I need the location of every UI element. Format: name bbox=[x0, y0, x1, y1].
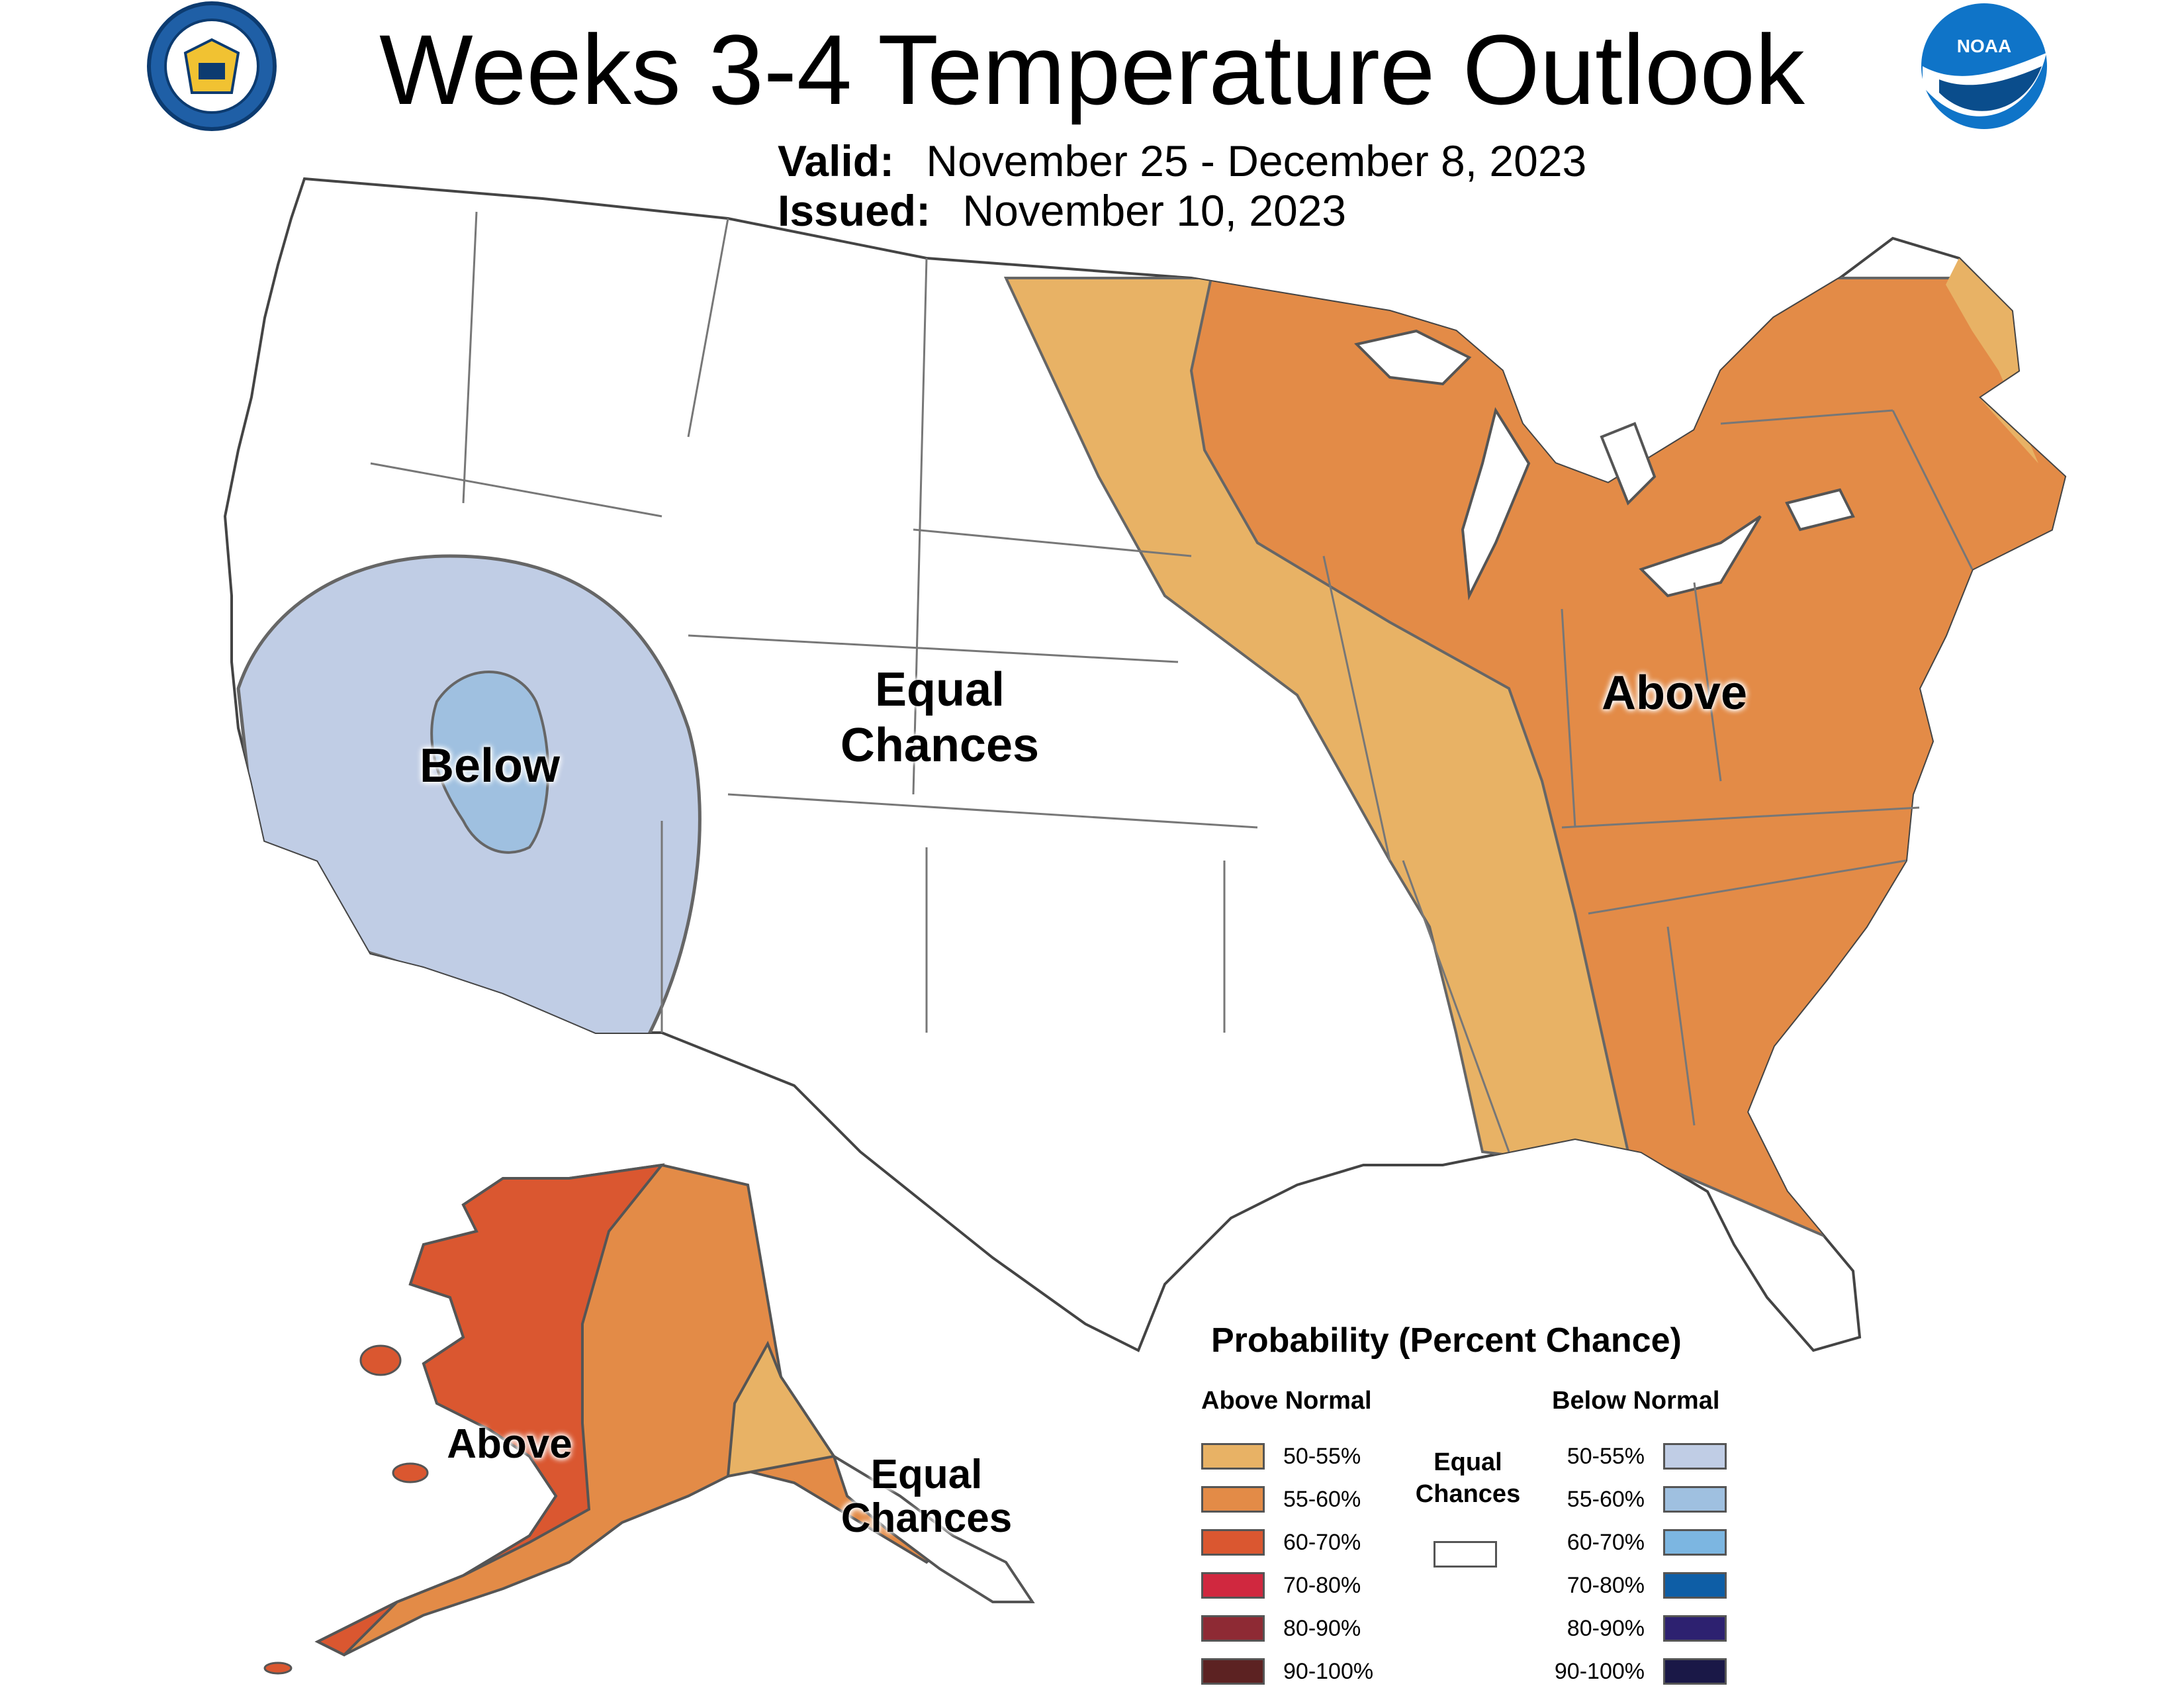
legend-above-label: 55-60% bbox=[1283, 1486, 1361, 1512]
alaska-above-60-70-area bbox=[314, 1163, 665, 1657]
region-label-west-below: Below bbox=[419, 739, 561, 792]
legend-below-item: 90-100% bbox=[1545, 1656, 1727, 1687]
legend-below-swatch bbox=[1663, 1486, 1727, 1513]
west-below-55-60-area bbox=[430, 671, 550, 854]
valid-dates: November 25 - December 8, 2023 bbox=[926, 136, 1587, 185]
legend-above-swatch bbox=[1201, 1658, 1265, 1685]
legend-below-item: 70-80% bbox=[1545, 1570, 1727, 1601]
legend-above-item: 90-100% bbox=[1201, 1656, 1373, 1687]
legend-below-item: 50-55% bbox=[1545, 1441, 1727, 1472]
legend-below-label: 80-90% bbox=[1567, 1615, 1645, 1641]
legend-above-item: 60-70% bbox=[1201, 1527, 1361, 1558]
legend-equal-chances-swatch bbox=[1433, 1541, 1497, 1568]
legend-below-swatch bbox=[1663, 1529, 1727, 1556]
issued-date: November 10, 2023 bbox=[962, 186, 1347, 235]
legend-below-label: 90-100% bbox=[1554, 1658, 1645, 1684]
region-label-alaska-equal: Equal Chances bbox=[827, 1453, 1026, 1540]
legend-below-swatch bbox=[1663, 1615, 1727, 1642]
region-label-alaska-equal-line2: Chances bbox=[841, 1495, 1013, 1541]
legend-above-item: 55-60% bbox=[1201, 1484, 1361, 1515]
legend-below-label: 60-70% bbox=[1567, 1529, 1645, 1555]
legend-above-swatch bbox=[1201, 1529, 1265, 1556]
legend-above-label: 90-100% bbox=[1283, 1658, 1374, 1684]
noaa-logo-text: NOAA bbox=[1956, 36, 2012, 56]
legend-title: Probability (Percent Chance) bbox=[1211, 1321, 1682, 1360]
legend-above-label: 80-90% bbox=[1283, 1615, 1361, 1641]
legend-above-swatch bbox=[1201, 1572, 1265, 1599]
legend-above-label: 70-80% bbox=[1283, 1572, 1361, 1598]
legend-below-item: 55-60% bbox=[1545, 1484, 1727, 1515]
legend-below-swatch bbox=[1663, 1658, 1727, 1685]
legend-below-label: 55-60% bbox=[1567, 1486, 1645, 1512]
legend-below-item: 80-90% bbox=[1545, 1613, 1727, 1644]
great-lakes bbox=[1354, 329, 1855, 601]
legend-below-label: 70-80% bbox=[1567, 1572, 1645, 1598]
region-label-central-equal: Equal Chances bbox=[794, 662, 1085, 773]
legend-below-swatch bbox=[1663, 1443, 1727, 1470]
noaa-logo-icon bbox=[1921, 3, 2047, 129]
alaska-above-50-55-area bbox=[726, 1340, 837, 1478]
region-label-central-equal-line2: Chances bbox=[840, 719, 1040, 772]
legend-below-label: 50-55% bbox=[1567, 1443, 1645, 1469]
legend-above-swatch bbox=[1201, 1615, 1265, 1642]
issued-line: Issued: November 10, 2023 bbox=[778, 185, 1346, 236]
page-title: Weeks 3-4 Temperature Outlook bbox=[379, 14, 1805, 125]
valid-label: Valid: bbox=[778, 136, 895, 185]
legend-equal-line1: Equal bbox=[1433, 1448, 1502, 1476]
legend-below-item: 60-70% bbox=[1545, 1527, 1727, 1558]
legend-above-label: 60-70% bbox=[1283, 1529, 1361, 1555]
legend-below-swatch bbox=[1663, 1572, 1727, 1599]
commerce-seal-icon bbox=[147, 1, 277, 131]
region-label-central-equal-line1: Equal bbox=[874, 663, 1005, 716]
legend-above-heading: Above Normal bbox=[1201, 1387, 1372, 1415]
region-label-east-above: Above bbox=[1601, 667, 1748, 720]
aleutian-islands bbox=[263, 1344, 429, 1675]
valid-line: Valid: November 25 - December 8, 2023 bbox=[778, 136, 1586, 186]
region-label-alaska-above: Above bbox=[447, 1421, 572, 1467]
legend-above-label: 50-55% bbox=[1283, 1443, 1361, 1469]
alaska-outline bbox=[314, 1163, 956, 1657]
state-boundaries bbox=[370, 211, 1974, 1152]
legend-above-item: 80-90% bbox=[1201, 1613, 1361, 1644]
legend-equal-line2: Chances bbox=[1415, 1480, 1521, 1508]
legend-below-heading: Below Normal bbox=[1552, 1387, 1720, 1415]
alaska-panhandle bbox=[831, 1453, 1035, 1603]
legend-above-swatch bbox=[1201, 1486, 1265, 1513]
issued-label: Issued: bbox=[778, 186, 931, 235]
legend-above-swatch bbox=[1201, 1443, 1265, 1470]
legend-above-item: 70-80% bbox=[1201, 1570, 1361, 1601]
legend-equal-chances-label: Equal Chances bbox=[1402, 1446, 1534, 1510]
legend-above-item: 50-55% bbox=[1201, 1441, 1361, 1472]
region-label-alaska-equal-line1: Equal bbox=[870, 1452, 983, 1497]
